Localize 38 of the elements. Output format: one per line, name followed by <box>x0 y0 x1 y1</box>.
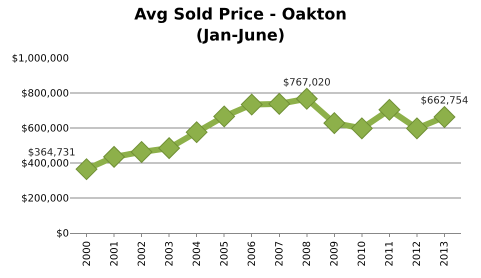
point <box>378 98 400 121</box>
point <box>130 141 152 163</box>
x-tick-label: 2004 <box>192 241 203 266</box>
y-tick-label: $600,000 <box>21 124 69 134</box>
point <box>268 92 290 115</box>
x-tick-label: 2010 <box>357 241 368 266</box>
x-tick-label: 2001 <box>109 241 120 266</box>
data-label: $364,731 <box>28 148 76 159</box>
y-tick-label: $0 <box>56 228 69 240</box>
point <box>296 88 318 110</box>
data-label: $767,020 <box>282 77 331 88</box>
point <box>213 106 236 128</box>
x-tick-label: 2003 <box>164 241 176 266</box>
x-tick-label: 2005 <box>219 241 230 266</box>
chart-title: Avg Sold Price - Oakton (Jan-June) <box>134 4 347 44</box>
point <box>76 158 98 180</box>
x-tick-label: 2000 <box>82 241 93 266</box>
point <box>323 112 346 134</box>
point <box>406 117 428 140</box>
point <box>350 117 373 140</box>
x-tick-label: 2006 <box>246 241 258 266</box>
x-tick-label: 2009 <box>330 241 341 266</box>
data-label: $662,754 <box>420 96 468 107</box>
point <box>103 146 125 168</box>
x-tick-label: 2002 <box>136 241 148 266</box>
point <box>434 106 456 128</box>
point <box>186 121 208 144</box>
y-tick-label: $200,000 <box>21 194 69 204</box>
x-tick-label: 2011 <box>384 241 396 266</box>
point <box>158 137 180 160</box>
x-tick-label: 2008 <box>302 241 314 266</box>
x-tick-label: 2012 <box>412 241 424 266</box>
y-tick-label: $1,000,000 <box>12 54 69 64</box>
y-tick-label: $800,000 <box>21 88 69 100</box>
point <box>240 94 263 116</box>
x-tick-label: 2013 <box>440 241 451 266</box>
y-tick-label: $400,000 <box>21 158 69 170</box>
x-tick-label: 2007 <box>274 241 286 266</box>
